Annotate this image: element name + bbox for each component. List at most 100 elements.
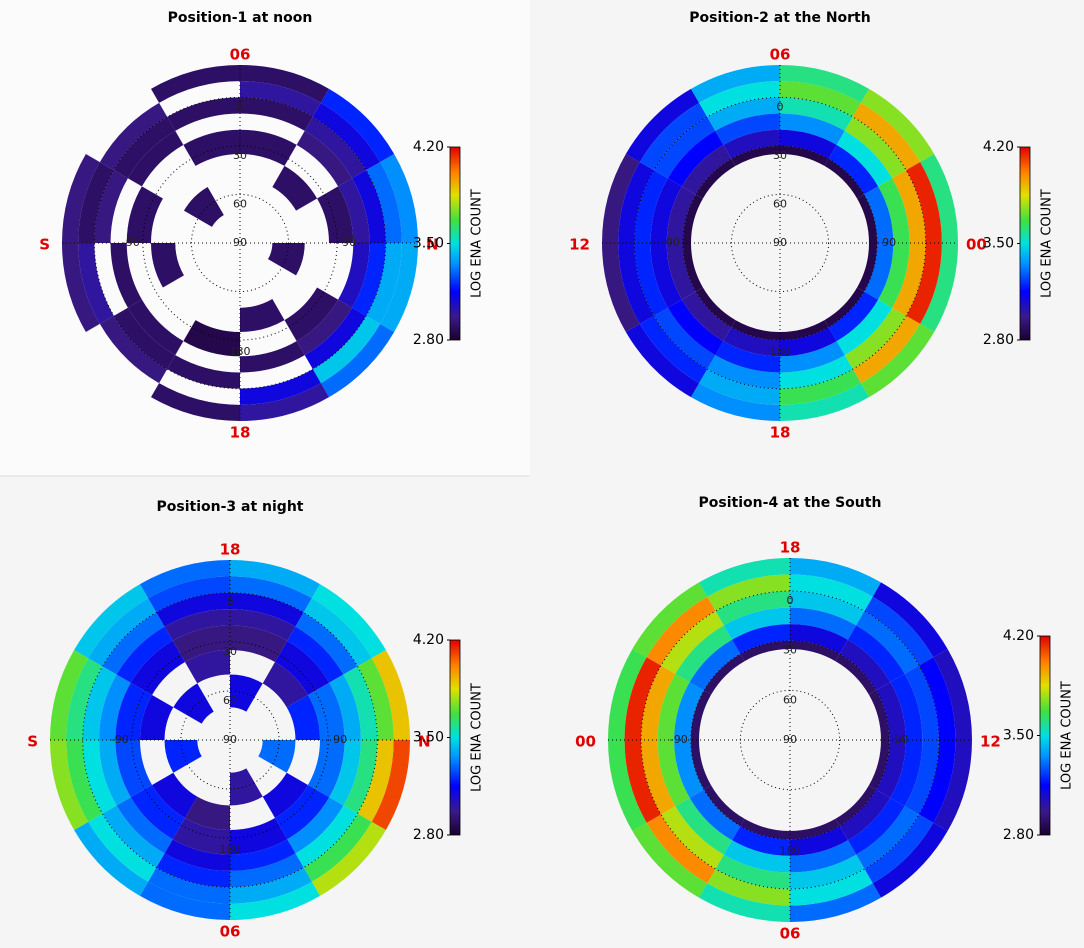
azimuth-tick-label: -90 bbox=[111, 733, 129, 746]
azimuth-tick-label: 180 bbox=[780, 844, 801, 857]
heatmap-cell bbox=[113, 116, 176, 179]
heatmap-cell bbox=[780, 97, 853, 131]
heatmap-cell bbox=[624, 740, 662, 823]
heatmap-cell bbox=[836, 130, 893, 187]
heatmap-cell bbox=[230, 768, 263, 806]
radial-tick-label: 60 bbox=[233, 197, 247, 210]
heatmap-cell bbox=[127, 130, 184, 187]
heatmap-cell bbox=[287, 797, 344, 854]
heatmap-cell bbox=[240, 369, 321, 405]
heatmap-cell bbox=[707, 97, 780, 131]
chart-title: Position-3 at night bbox=[157, 499, 304, 515]
heatmap-cell bbox=[780, 129, 837, 159]
heatmap-cell bbox=[790, 574, 873, 612]
radial-tick-label: 0 bbox=[227, 596, 234, 609]
heatmap-cell bbox=[352, 243, 386, 316]
direction-label: 18 bbox=[770, 424, 791, 442]
heatmap-cell bbox=[835, 785, 876, 826]
polar-plot: Position-4 at the South 90 60 30 0 -90 90 180 18… bbox=[575, 495, 1074, 943]
radial-tick-label: 90 bbox=[223, 733, 237, 746]
heatmap-cell bbox=[240, 65, 329, 103]
heatmap-cell bbox=[732, 825, 790, 856]
heatmap-cell bbox=[691, 383, 780, 421]
heatmap-cell bbox=[852, 102, 921, 171]
heatmap-cell bbox=[152, 772, 198, 818]
colorbar-label: LOG ENA COUNT bbox=[1060, 681, 1075, 790]
heatmap-cell bbox=[380, 243, 418, 332]
heatmap-cell bbox=[307, 740, 345, 798]
heatmap-cell bbox=[230, 881, 320, 920]
colorbar-tick-label: 2.80 bbox=[1003, 827, 1034, 843]
colorbar-tick-label: 4.20 bbox=[413, 139, 444, 155]
direction-label: 06 bbox=[780, 925, 801, 943]
heatmap-cell bbox=[371, 740, 410, 830]
heatmap-cell bbox=[704, 785, 745, 826]
heatmap-cell bbox=[62, 154, 100, 243]
heatmap-cell bbox=[780, 65, 869, 103]
heatmap-cell bbox=[824, 287, 865, 328]
grid-circle bbox=[682, 145, 878, 341]
heatmap-cell bbox=[183, 320, 240, 357]
heatmap-cell bbox=[82, 666, 117, 740]
heatmap-cell bbox=[650, 178, 682, 243]
heatmap-cell bbox=[164, 740, 202, 773]
heatmap-cell bbox=[920, 243, 958, 332]
grid-circle bbox=[633, 96, 927, 390]
heatmap-cell bbox=[674, 740, 705, 798]
heatmap-cell bbox=[230, 576, 312, 613]
direction-label: 00 bbox=[966, 236, 987, 254]
heatmap-cell bbox=[329, 674, 361, 740]
heatmap-cell bbox=[130, 640, 185, 695]
heatmap-cell bbox=[681, 144, 732, 195]
heatmap-cell bbox=[284, 287, 339, 342]
heatmap-cell bbox=[707, 574, 790, 612]
heatmap-cell bbox=[262, 662, 308, 708]
direction-label: S bbox=[39, 236, 50, 254]
heatmap-cell bbox=[690, 740, 712, 790]
colorbar-tick-label: 2.80 bbox=[413, 332, 444, 348]
heatmap-cell bbox=[88, 598, 157, 667]
heatmap-cell bbox=[62, 243, 100, 332]
heatmap-cell bbox=[295, 805, 358, 868]
heatmap-cell bbox=[275, 640, 330, 695]
heatmap-cell bbox=[167, 355, 240, 389]
chart-title: Position-1 at noon bbox=[168, 10, 313, 26]
heatmap-cell bbox=[172, 625, 230, 663]
heatmap-cell bbox=[343, 666, 378, 740]
azimuth-tick-label: 180 bbox=[220, 843, 241, 856]
direction-label: N bbox=[418, 733, 431, 751]
heatmap-cell bbox=[312, 102, 381, 171]
heatmap-cell bbox=[88, 813, 157, 882]
heatmap-cell bbox=[311, 821, 386, 896]
heatmap-cell bbox=[296, 130, 353, 187]
heatmap-cell bbox=[780, 369, 861, 405]
heatmap-cell bbox=[639, 315, 708, 384]
heatmap-cell bbox=[790, 558, 881, 597]
heatmap-cell bbox=[641, 665, 676, 740]
heatmap-cell bbox=[311, 584, 386, 659]
grid-circle bbox=[131, 641, 329, 839]
heatmap-cell bbox=[847, 797, 905, 855]
heatmap-cell bbox=[602, 154, 640, 243]
heatmap-cell bbox=[338, 243, 370, 308]
heatmap-cell bbox=[892, 243, 926, 316]
colorbar-tick-label: 4.20 bbox=[413, 632, 444, 648]
heatmap-cell bbox=[872, 582, 948, 658]
direction-label: 18 bbox=[220, 541, 241, 559]
radial-tick-label: 0 bbox=[777, 100, 784, 113]
heatmap-cell bbox=[99, 674, 131, 740]
heatmap-cell bbox=[329, 740, 361, 806]
radial-tick-label: 30 bbox=[783, 644, 797, 657]
heatmap-cell bbox=[156, 592, 230, 627]
heatmap-cell bbox=[666, 243, 696, 300]
heatmap-cell bbox=[646, 596, 716, 666]
radial-tick-label: 30 bbox=[223, 645, 237, 658]
direction-label: 18 bbox=[230, 424, 251, 442]
heatmap-cell bbox=[918, 657, 956, 740]
heatmap-cell bbox=[681, 291, 732, 342]
heatmap-cell bbox=[906, 243, 942, 324]
heatmap-cell bbox=[864, 186, 894, 243]
heatmap-cell bbox=[704, 654, 745, 695]
heatmap-cell bbox=[695, 287, 736, 328]
heatmap-cell bbox=[689, 789, 741, 841]
